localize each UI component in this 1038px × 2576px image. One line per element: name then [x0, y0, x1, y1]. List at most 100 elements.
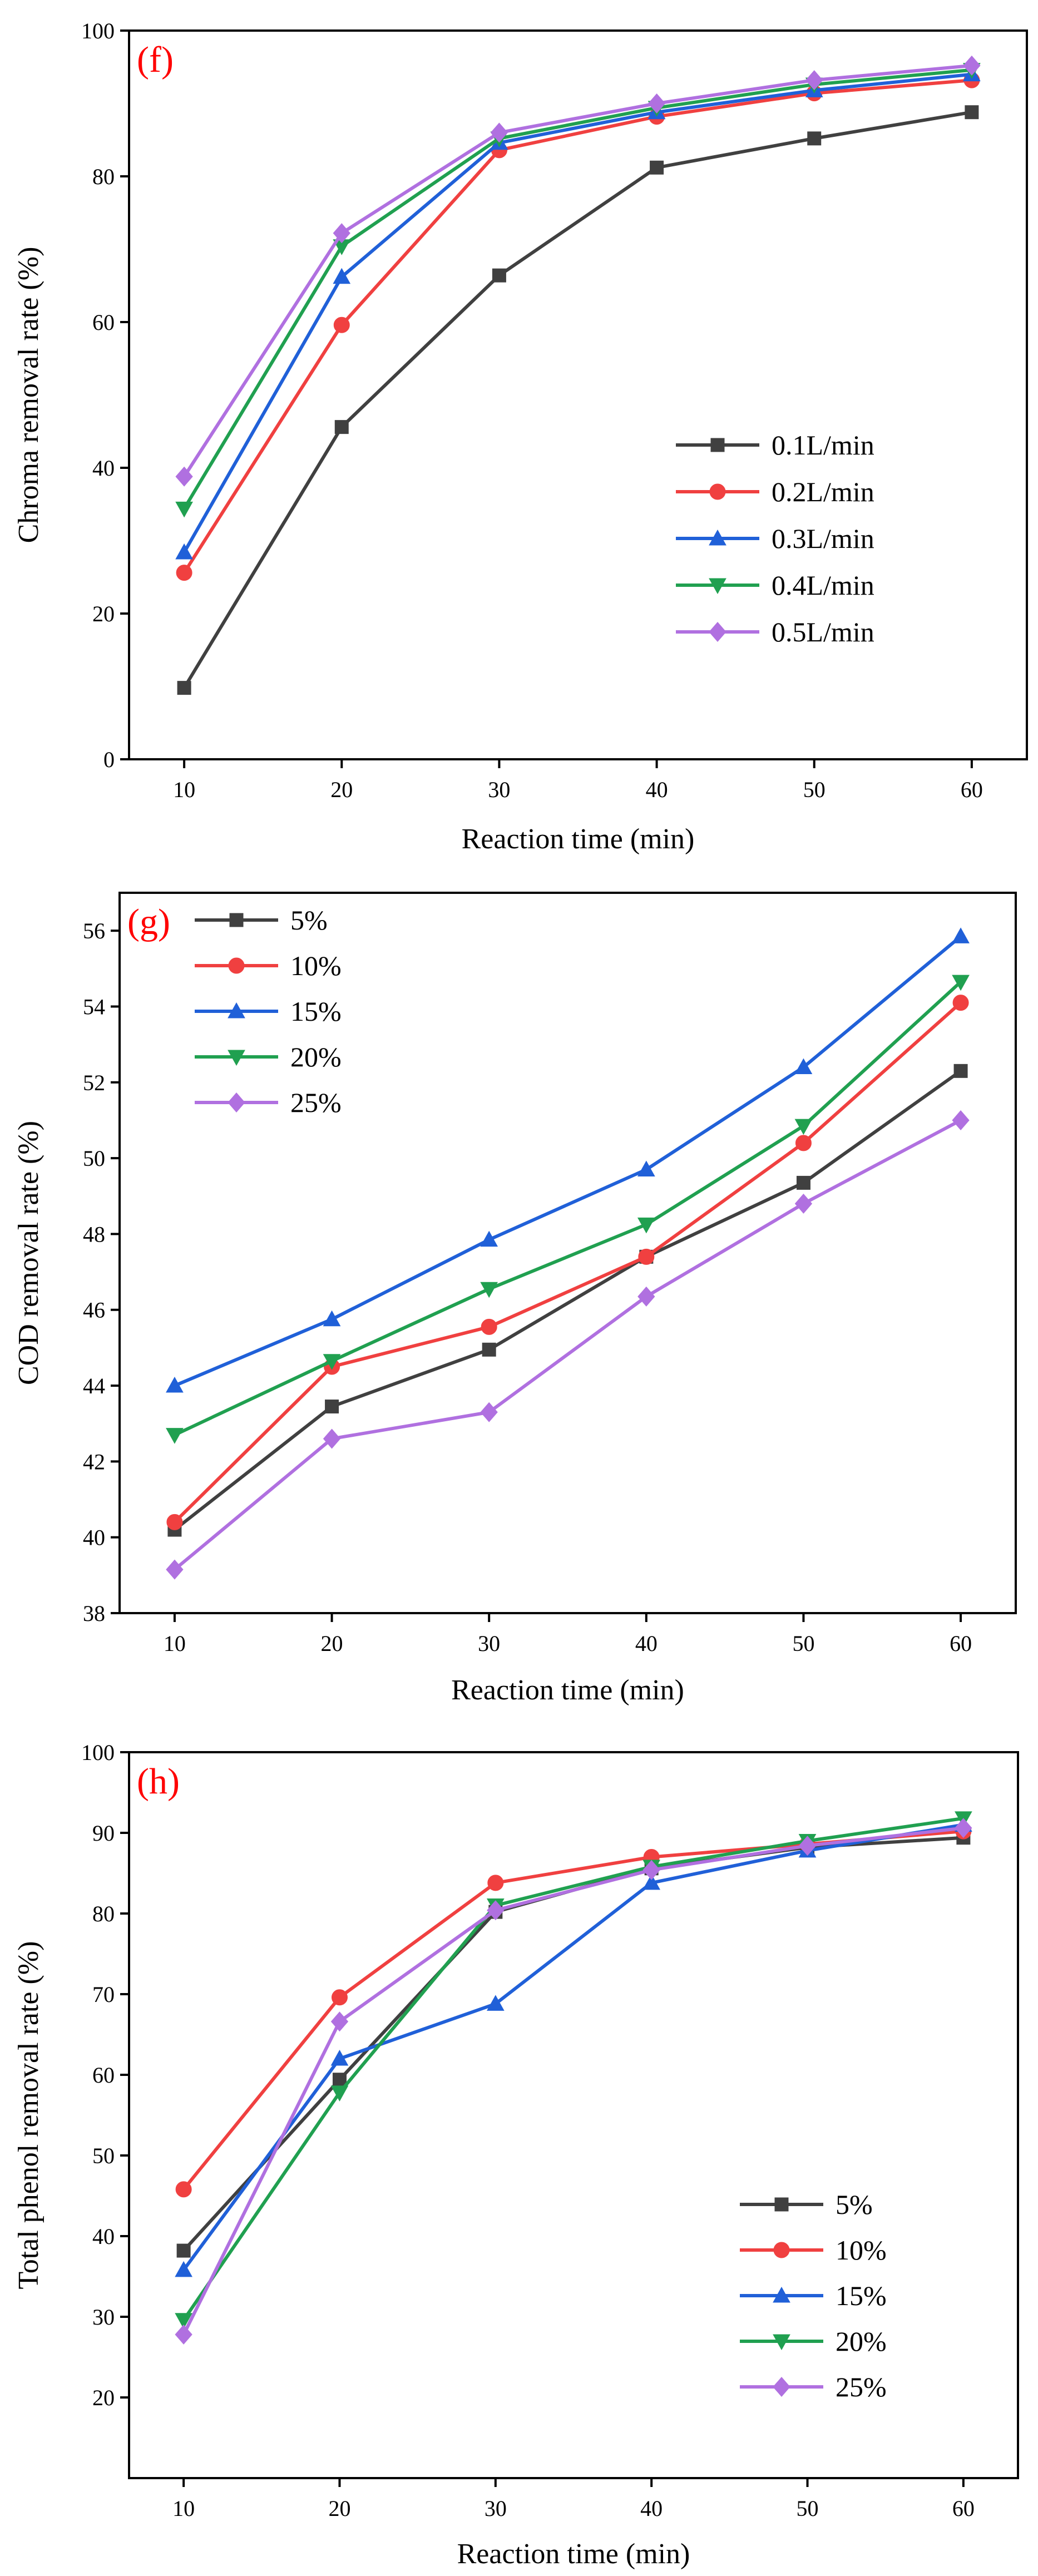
data-point [487, 1900, 505, 1921]
legend-item: 5% [740, 2189, 873, 2220]
series-line [182, 72, 972, 553]
data-point [952, 975, 970, 991]
data-point [482, 1342, 496, 1357]
legend-label: 20% [836, 2326, 887, 2357]
series-line [174, 1069, 962, 1531]
legend-item: 10% [740, 2234, 887, 2266]
data-point [794, 1058, 813, 1075]
series-line [182, 68, 972, 510]
data-point [637, 1217, 655, 1234]
series-line [182, 1823, 964, 2271]
series-line [182, 110, 972, 689]
legend-item: 0.5L/min [676, 616, 874, 647]
legend-label: 25% [836, 2371, 887, 2402]
data-point [642, 1873, 661, 1890]
data-point [176, 2243, 191, 2258]
data-point [955, 1818, 972, 1838]
legend-marker [773, 2376, 790, 2397]
x-tick-label: 40 [635, 1631, 658, 1656]
data-point [166, 1377, 184, 1393]
data-point [953, 1064, 968, 1078]
data-point [177, 681, 191, 695]
plot-frame [128, 1751, 1019, 2479]
legend-label: 15% [290, 996, 342, 1027]
legend-item: 10% [195, 950, 342, 981]
data-point [333, 268, 351, 284]
legend-label: 10% [290, 950, 342, 981]
plot-frame [128, 29, 1028, 760]
data-point [323, 1354, 341, 1370]
data-point [794, 1193, 813, 1214]
series-4 [175, 1818, 972, 2345]
data-point [175, 2261, 192, 2277]
y-tick-label: 44 [83, 1373, 105, 1398]
data-point [796, 1175, 810, 1190]
legend-item: 5% [195, 904, 328, 936]
legend-marker [709, 529, 726, 546]
y-tick-label: 52 [83, 1070, 105, 1095]
x-tick-label: 30 [488, 777, 510, 802]
y-tick-label: 90 [92, 1821, 115, 1846]
y-tick-label: 30 [92, 2305, 115, 2330]
series-line [174, 980, 962, 1437]
data-point [480, 1282, 498, 1298]
x-tick-label: 20 [328, 2496, 350, 2521]
data-point [952, 927, 970, 943]
data-point [175, 2181, 192, 2198]
data-point [166, 1559, 184, 1580]
x-axis-label: Reaction time (min) [462, 823, 695, 855]
data-point [331, 1989, 348, 2006]
legend-item: 0.3L/min [676, 523, 874, 554]
legend-item: 15% [195, 996, 342, 1027]
data-point [175, 2313, 192, 2329]
legend-label: 15% [836, 2280, 887, 2311]
legend-label: 0.2L/min [772, 476, 874, 507]
y-tick-label: 54 [83, 994, 105, 1019]
data-point [330, 2049, 349, 2066]
legend-marker [228, 1002, 245, 1018]
legend-marker [229, 913, 244, 927]
series-line [182, 78, 972, 574]
data-point [480, 1230, 498, 1247]
data-point [332, 2073, 347, 2087]
data-point [333, 223, 350, 244]
legend-item: 20% [740, 2326, 887, 2357]
series-4 [175, 55, 981, 487]
y-tick-label: 60 [92, 310, 115, 335]
series-line [182, 1816, 964, 2321]
y-tick-label: 50 [83, 1146, 105, 1171]
x-tick-label: 40 [646, 777, 668, 802]
legend-label: 0.1L/min [772, 429, 874, 461]
y-tick-label: 40 [92, 2224, 115, 2249]
series-1 [166, 995, 969, 1530]
data-point [805, 70, 823, 91]
data-point [175, 543, 193, 560]
data-point [175, 466, 193, 487]
x-tick-label: 20 [330, 777, 353, 802]
data-point [952, 995, 969, 1011]
x-tick-label: 50 [803, 777, 826, 802]
legend-marker [709, 483, 726, 500]
data-point [647, 93, 666, 114]
data-point [952, 1110, 970, 1130]
chart-cod: 10 20 30 40 50 60 38 40 42 44 46 48 50 52 54 56 Reaction… [13, 892, 1017, 1706]
legend-marker [228, 1050, 245, 1066]
data-point [963, 55, 981, 76]
x-tick-label: 50 [792, 1631, 814, 1656]
x-axis-label: Reaction time (min) [457, 2538, 690, 2570]
y-tick-label: 60 [92, 2063, 115, 2088]
legend: 0.1L/min 0.2L/min 0.3L/min 0.4L/min 0.5L/min [676, 429, 874, 647]
x-tick-label: 40 [640, 2496, 663, 2521]
data-point [637, 1286, 655, 1307]
data-point [175, 501, 193, 518]
y-axis-label: Total phenol removal rate (%) [13, 1941, 45, 2290]
legend-marker [773, 2242, 790, 2258]
x-tick-label: 20 [321, 1631, 343, 1656]
y-tick-label: 100 [81, 1740, 115, 1765]
legend-label: 0.3L/min [772, 523, 874, 554]
x-tick-label: 60 [961, 777, 983, 802]
data-point [481, 1318, 497, 1335]
series-3 [166, 975, 970, 1444]
chart-phenol: 10 20 30 40 50 60 20 30 40 50 60 70 80 90 100 Reaction … [13, 1740, 1019, 2570]
